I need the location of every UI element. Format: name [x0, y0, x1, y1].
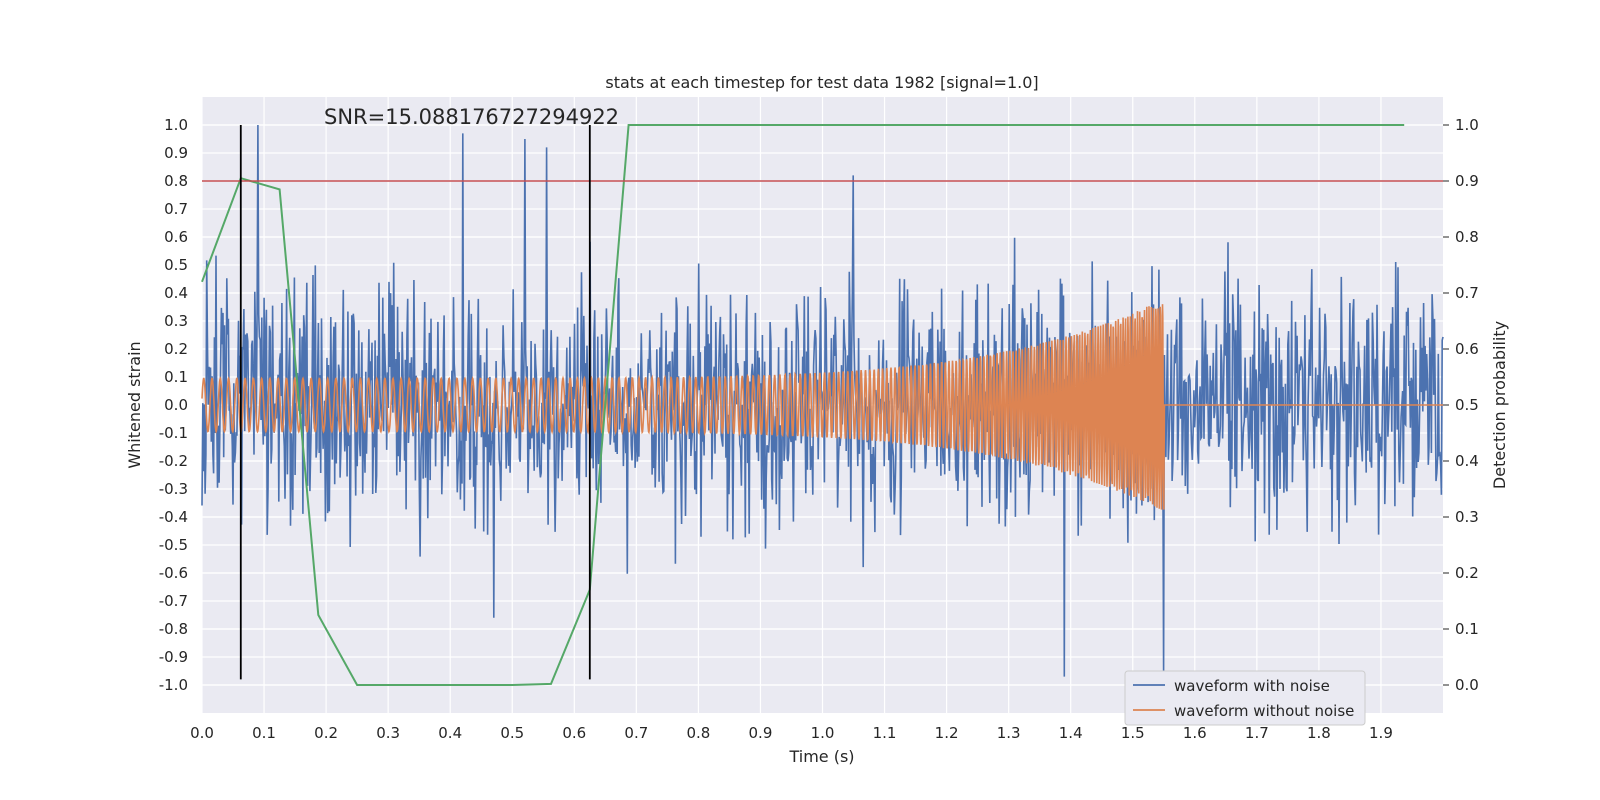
y-tick-label: 1.0	[164, 116, 188, 134]
y-right-tick-label: 0.5	[1455, 396, 1479, 414]
x-tick-label: 1.9	[1369, 724, 1393, 742]
y-tick-label: 0.0	[164, 396, 188, 414]
legend: waveform with noise waveform without noi…	[1124, 670, 1366, 726]
y-axis-label: Whitened strain	[125, 341, 144, 468]
y-ticks: 1.0 0.9 0.8 0.7 0.6 0.5 0.4 0.3 0.2 0.1 0.0 -0.1 -0.…	[159, 116, 188, 694]
x-ticks: 0.0 0.1 0.2 0.3 0.4 0.5 0.6 0.7 0.8 0.9 1.0 1.1 1.2 1…	[190, 724, 1393, 742]
y-tick-label: -0.4	[159, 508, 188, 526]
y-right-tick-label: 0.9	[1455, 172, 1479, 190]
x-tick-label: 0.7	[624, 724, 648, 742]
x-tick-label: 0.8	[686, 724, 710, 742]
y-right-tick-label: 0.4	[1455, 452, 1479, 470]
legend-box	[1124, 670, 1366, 726]
y-right-tick-label: 0.1	[1455, 620, 1479, 638]
x-tick-label: 0.5	[500, 724, 524, 742]
x-tick-label: 0.9	[749, 724, 773, 742]
y-tick-label: -0.6	[159, 564, 188, 582]
y-right-tick-label: 1.0	[1455, 116, 1479, 134]
x-tick-label: 0.6	[562, 724, 586, 742]
y-tick-label: 0.4	[164, 284, 188, 302]
x-tick-label: 1.8	[1307, 724, 1331, 742]
y-tick-label: -0.1	[159, 424, 188, 442]
y-right-tick-label: 0.6	[1455, 340, 1479, 358]
y-axis-right-label: Detection probability	[1490, 321, 1509, 489]
y-tick-label: 0.7	[164, 200, 188, 218]
y-right-tick-label: 0.8	[1455, 228, 1479, 246]
y-tick-label: 0.9	[164, 144, 188, 162]
x-tick-label: 0.4	[438, 724, 462, 742]
y-tick-label: -0.2	[159, 452, 188, 470]
x-tick-label: 1.5	[1121, 724, 1145, 742]
overlay-layer	[202, 125, 1443, 680]
x-tick-label: 1.3	[997, 724, 1021, 742]
y-tick-label: 0.2	[164, 340, 188, 358]
x-tick-label: 0.0	[190, 724, 214, 742]
x-tick-label: 1.4	[1059, 724, 1083, 742]
x-axis-label: Time (s)	[788, 747, 854, 766]
x-tick-label: 0.2	[314, 724, 338, 742]
series-line-clean	[201, 304, 1443, 510]
snr-annotation: SNR=15.088176727294922	[324, 105, 619, 129]
y-tick-label: -1.0	[159, 676, 188, 694]
chart-title: stats at each timestep for test data 198…	[605, 73, 1038, 92]
y-tick-label: -0.8	[159, 620, 188, 638]
y-tick-label: -0.7	[159, 592, 188, 610]
series-line-noise	[201, 124, 1444, 677]
y-right-tick-label: 0.3	[1455, 508, 1479, 526]
legend-label-clean: waveform without noise	[1174, 702, 1354, 720]
y-ticks-right: 1.0 0.9 0.8 0.7 0.6 0.5 0.4 0.3 0.2 0.1 0.0	[1443, 116, 1479, 694]
y-tick-label: 0.3	[164, 312, 188, 330]
y-right-tick-label: 0.0	[1455, 676, 1479, 694]
x-tick-label: 0.3	[376, 724, 400, 742]
legend-label-noise: waveform with noise	[1174, 677, 1330, 695]
y-right-tick-label: 0.2	[1455, 564, 1479, 582]
y-tick-label: 0.6	[164, 228, 188, 246]
y-tick-label: -0.3	[159, 480, 188, 498]
x-tick-label: 1.2	[935, 724, 959, 742]
x-tick-label: 1.7	[1245, 724, 1269, 742]
y-tick-label: -0.5	[159, 536, 188, 554]
x-tick-label: 1.1	[873, 724, 897, 742]
y-tick-label: -0.9	[159, 648, 188, 666]
x-tick-label: 1.0	[811, 724, 835, 742]
y-tick-label: 0.5	[164, 256, 188, 274]
y-tick-label: 0.1	[164, 368, 188, 386]
x-tick-label: 1.6	[1183, 724, 1207, 742]
y-right-tick-label: 0.7	[1455, 284, 1479, 302]
y-tick-label: 0.8	[164, 172, 188, 190]
x-tick-label: 0.1	[252, 724, 276, 742]
